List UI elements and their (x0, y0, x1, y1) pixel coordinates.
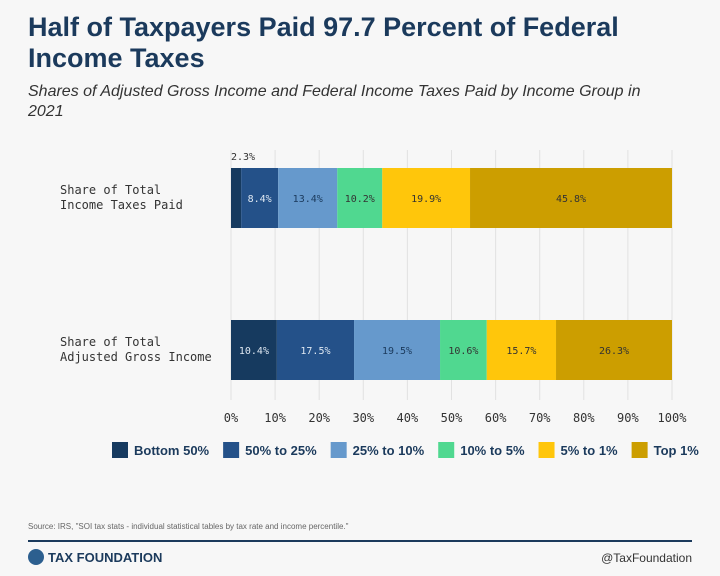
legend-label: Bottom 50% (134, 443, 210, 458)
footer-divider (28, 540, 692, 542)
legend-swatch (438, 442, 455, 458)
category-label: Share of Total (60, 335, 161, 349)
legend-swatch (223, 442, 240, 458)
x-tick-label: 0% (224, 411, 239, 425)
bar-segment (486, 320, 557, 380)
legend-swatch (112, 442, 128, 458)
data-label: 10.2% (345, 194, 375, 205)
bar-segment (241, 168, 279, 228)
logo-text: TAX FOUNDATION (48, 549, 163, 565)
bar-segment (440, 320, 487, 380)
legend-label: 5% to 1% (561, 443, 619, 458)
bar-segment (354, 320, 441, 380)
bar-segment (276, 320, 355, 380)
x-tick-label: 100% (658, 411, 688, 425)
logo-icon (28, 549, 44, 565)
x-tick-label: 90% (617, 411, 639, 425)
bar-segment (470, 168, 672, 228)
data-label: 45.8% (556, 194, 586, 205)
x-tick-label: 80% (573, 411, 595, 425)
legend-swatch (538, 442, 555, 458)
data-label: 17.5% (300, 346, 330, 357)
x-tick-label: 20% (308, 411, 330, 425)
data-label: 19.9% (411, 194, 441, 205)
x-tick-label: 70% (529, 411, 551, 425)
bar-segment (278, 168, 338, 228)
x-tick-label: 40% (397, 411, 419, 425)
bar-segment (231, 320, 277, 380)
data-label: 15.7% (506, 346, 536, 357)
data-label: 13.4% (293, 194, 323, 205)
category-label: Share of Total (60, 183, 161, 197)
x-tick-label: 30% (352, 411, 374, 425)
chart-subtitle: Shares of Adjusted Gross Income and Fede… (28, 83, 641, 120)
data-label: 8.4% (248, 194, 272, 205)
bar-segment (382, 168, 471, 228)
data-label: 19.5% (382, 346, 412, 357)
x-tick-label: 10% (264, 411, 286, 425)
tax-foundation-logo: TAX FOUNDATION (28, 549, 162, 565)
data-label: 10.4% (239, 346, 269, 357)
data-label: 10.6% (448, 346, 478, 357)
category-label: Income Taxes Paid (60, 198, 183, 212)
x-tick-label: 60% (485, 411, 507, 425)
legend-label: Top 1% (654, 443, 700, 458)
x-tick-label: 50% (441, 411, 463, 425)
bar-segment (337, 168, 383, 228)
legend-label: 10% to 5% (460, 443, 525, 458)
chart-svg: 0% 10% 20% 30% 40% 50% 60% 70% 80% 90% 100% Share o… (60, 150, 700, 458)
data-label: 26.3% (599, 346, 629, 357)
source-note: Source: IRS, "SOI tax stats - individual… (28, 522, 349, 531)
legend-swatch (631, 442, 648, 458)
category-label: Adjusted Gross Income (60, 350, 212, 364)
bar-segment (231, 168, 242, 228)
legend-label: 50% to 25% (245, 443, 317, 458)
chart-title: Half of Taxpayers Paid 97.7 Percent of F… (28, 12, 619, 73)
twitter-handle: @TaxFoundation (601, 551, 692, 565)
data-label: 2.3% (231, 152, 255, 163)
bar-segment (556, 320, 672, 380)
legend-label: 25% to 10% (353, 443, 425, 458)
legend-swatch (330, 442, 347, 458)
